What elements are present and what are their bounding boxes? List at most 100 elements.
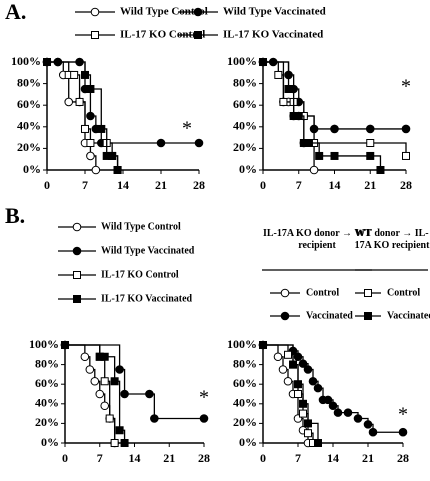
survival-point	[309, 165, 319, 175]
survival-point	[366, 139, 375, 147]
x-tick-label: 0	[62, 451, 68, 465]
legend-label: Control	[387, 287, 420, 298]
legend-marker	[280, 288, 290, 298]
y-tick-label: 60%	[233, 97, 257, 111]
legend-marker	[193, 7, 203, 17]
survival-point	[293, 352, 303, 362]
y-tick-label: 60%	[233, 376, 257, 390]
survival-point	[353, 414, 363, 423]
survival-point	[115, 426, 124, 435]
legend-label: Wild Type Control	[101, 221, 181, 232]
survival-point	[365, 124, 375, 134]
survival-point	[283, 376, 293, 386]
y-tick-label: 100%	[29, 337, 59, 351]
x-tick-label: 28	[198, 451, 210, 465]
legend-label: Control	[306, 287, 339, 298]
survival-point	[156, 138, 166, 148]
legend-marker	[91, 31, 99, 39]
survival-point	[75, 97, 84, 106]
annotation: *	[199, 387, 209, 409]
legend-label: IL-17 KO Control	[120, 29, 205, 41]
survival-point	[314, 439, 322, 447]
survival-point	[81, 124, 89, 133]
survival-point	[308, 376, 318, 386]
survival-point	[95, 389, 105, 399]
survival-point	[145, 389, 154, 399]
y-tick-label: 40%	[233, 119, 257, 133]
legend-marker	[194, 31, 202, 39]
survival-point	[90, 376, 100, 386]
survival-point	[402, 151, 410, 160]
legend-marker	[73, 271, 81, 279]
survival-point	[294, 390, 302, 398]
y-tick-label: 100%	[227, 54, 257, 68]
survival-point	[86, 111, 95, 121]
legend-marker	[364, 289, 372, 297]
annotation: *	[401, 76, 411, 98]
y-tick-label: 80%	[35, 356, 59, 370]
x-tick-label: 7	[295, 451, 301, 465]
panel-label: B.	[5, 203, 25, 228]
survival-point	[303, 365, 313, 374]
survival-point	[105, 414, 114, 423]
survival-point	[97, 124, 106, 133]
x-tick-label: 7	[296, 178, 302, 192]
survival-point	[304, 419, 312, 428]
annotation: *	[182, 118, 192, 140]
x-tick-label: 21	[155, 178, 167, 192]
legend-label: IL-17 KO Control	[101, 269, 179, 280]
survival-point	[110, 439, 119, 447]
x-tick-label: 14	[327, 451, 339, 465]
survival-point	[194, 138, 204, 148]
survival-point	[113, 166, 122, 174]
survival-point	[304, 139, 313, 147]
survival-point	[100, 352, 109, 361]
survival-point	[120, 389, 129, 399]
survival-point	[343, 408, 353, 417]
survival-point	[81, 70, 89, 79]
x-tick-label: 28	[193, 178, 205, 192]
legend-marker	[72, 246, 82, 256]
legend-label: Wild Type Vaccinated	[223, 6, 326, 18]
survival-point	[259, 58, 267, 66]
survival-point	[80, 352, 90, 362]
legend-marker	[73, 295, 81, 303]
y-tick-label: 60%	[35, 376, 59, 390]
y-tick-label: 40%	[35, 396, 59, 410]
y-tick-label: 0%	[23, 162, 41, 176]
y-tick-label: 80%	[233, 75, 257, 89]
survival-point	[315, 151, 324, 160]
y-tick-label: 0%	[239, 162, 257, 176]
survival-point	[294, 112, 303, 120]
legend-marker	[90, 7, 100, 17]
legend-marker	[72, 222, 82, 232]
y-tick-label: 100%	[11, 54, 41, 68]
survival-point	[289, 360, 297, 369]
x-tick-label: 14	[117, 178, 129, 192]
survival-point	[100, 401, 110, 411]
y-tick-label: 80%	[17, 75, 41, 89]
legend-group-title: WT donor → IL-17A KO recipient	[354, 228, 430, 251]
survival-point	[363, 420, 373, 429]
survival-point	[120, 439, 129, 447]
x-tick-label: 0	[260, 451, 266, 465]
survival-line	[263, 61, 406, 130]
y-tick-label: 0%	[41, 435, 59, 449]
y-tick-label: 20%	[233, 140, 257, 154]
survival-point	[330, 124, 339, 134]
survival-point	[299, 399, 307, 408]
survival-point	[64, 97, 74, 107]
survival-point	[100, 377, 109, 386]
x-tick-label: 0	[44, 178, 50, 192]
survival-point	[333, 408, 343, 417]
x-tick-label: 21	[362, 451, 374, 465]
survival-point	[278, 365, 288, 374]
x-tick-label: 28	[400, 178, 412, 192]
legend-label: Wild Type Vaccinated	[101, 245, 195, 256]
x-tick-label: 7	[97, 451, 103, 465]
survival-point	[284, 350, 292, 359]
survival-point	[313, 383, 323, 393]
survival-point	[376, 166, 385, 174]
legend-marker	[364, 312, 372, 320]
panel-label: A.	[5, 0, 26, 24]
